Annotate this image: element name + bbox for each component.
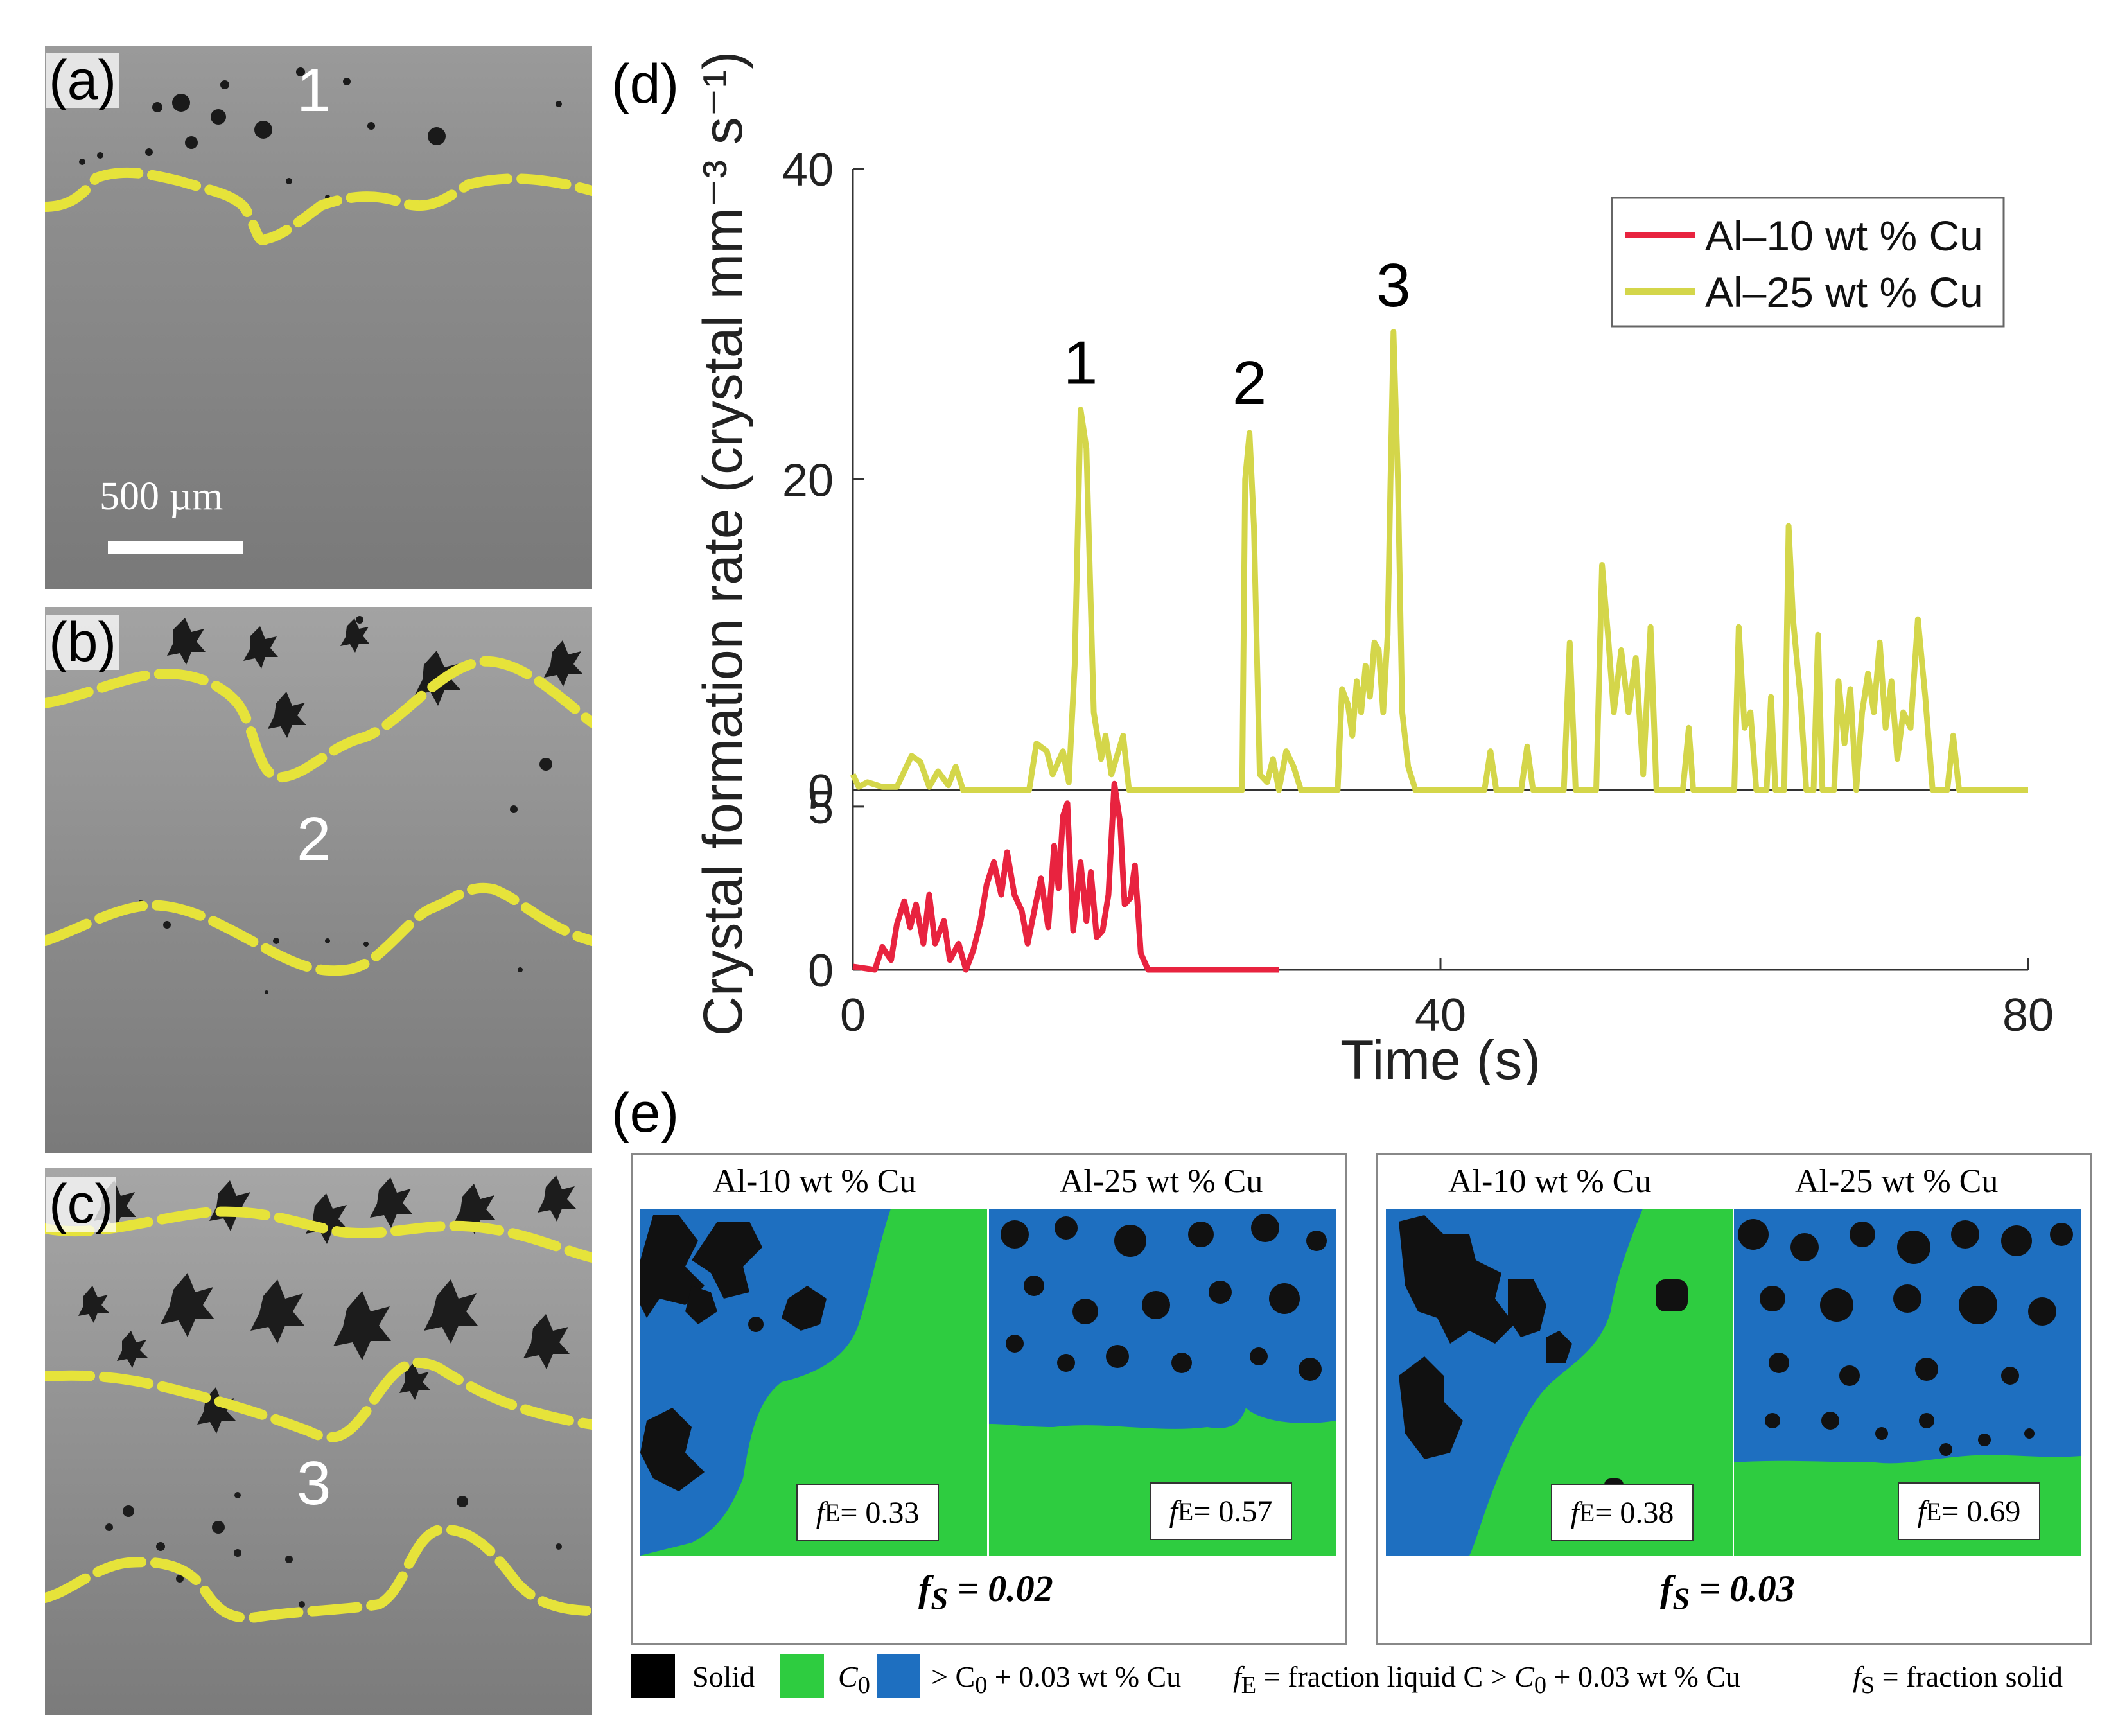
peak-label-3: 3 [1376, 251, 1410, 320]
legend-swatch-enriched [877, 1654, 920, 1698]
series-line-al10 [852, 780, 1279, 973]
fe-subscript: E [1579, 1498, 1595, 1527]
fs-def-text: = fraction solid [1875, 1660, 2063, 1693]
sim-heading-al25-left: Al-25 wt % Cu [1060, 1163, 1263, 1200]
fs-symbol: f [1660, 1568, 1673, 1609]
fs-value: = 0.03 [1690, 1568, 1795, 1609]
panel-label-e: (e) [611, 1082, 679, 1144]
fe-subscript: E [1241, 1672, 1257, 1699]
x-axis-label: Time (s) [1340, 1030, 1541, 1085]
legend-entry-1: Al–25 wt % Cu [1705, 268, 1983, 316]
legend-swatch-solid [631, 1654, 675, 1698]
c-subscript: 0 [1534, 1672, 1547, 1699]
chart-legend-box [1611, 197, 2005, 328]
panel-label-a: (a) [46, 53, 119, 108]
y-tick-label-upper-1: 20 [782, 455, 834, 507]
legend-fs-definition: fS = fraction solid [1853, 1660, 2063, 1699]
fe-symbol: f [816, 1495, 825, 1530]
enriched-tail: + 0.03 wt % Cu [987, 1660, 1182, 1693]
fs-value: = 0.02 [948, 1568, 1053, 1609]
fe-subscript: E [1177, 1496, 1194, 1526]
fe-subscript: E [1925, 1496, 1942, 1526]
x-tick-label-2: 80 [2002, 990, 2054, 1041]
region-number-3: 3 [297, 1449, 331, 1518]
panel-label-d: (d) [611, 53, 679, 115]
y-axis-label: Crystal formation rate (crystal mm⁻³ s⁻¹… [692, 51, 754, 1037]
fs-label-003: fS = 0.03 [1660, 1567, 1795, 1617]
sim-map-al10-fs003 [1386, 1209, 1733, 1556]
fs-subscript: S [1672, 1582, 1690, 1617]
fs-label-002: fS = 0.02 [918, 1567, 1053, 1617]
fe-symbol: f [1169, 1494, 1178, 1529]
growth-front-line [45, 167, 592, 245]
fe-subscript: E [824, 1498, 841, 1527]
y-tick-label-upper-0: 0 [808, 766, 834, 817]
x-tick-label-1: 40 [1415, 990, 1466, 1041]
c-subscript: 0 [857, 1672, 870, 1699]
enriched-prefix: > C [931, 1660, 976, 1693]
legend-label-enriched: > C0 + 0.03 wt % Cu [931, 1660, 1181, 1699]
fe-symbol: f [1917, 1494, 1926, 1529]
sim-heading-al10-left: Al-10 wt % Cu [713, 1163, 916, 1200]
peak-label-2: 2 [1232, 349, 1266, 417]
region-number-1: 1 [297, 56, 331, 125]
series-line-al25 [850, 329, 2028, 793]
y-tick-label-upper-2: 40 [782, 145, 834, 196]
panel-b-micrograph [45, 607, 592, 1153]
sim-heading-al10-right: Al-10 wt % Cu [1448, 1163, 1652, 1200]
fe-symbol: f [1570, 1495, 1579, 1530]
scale-bar-label: 500 µm [100, 475, 223, 518]
x-tick-label-0: 0 [840, 990, 866, 1041]
c-subscript: 0 [975, 1672, 988, 1699]
region-number-2: 2 [297, 805, 331, 873]
fe-def-text: = fraction liquid C > [1256, 1660, 1515, 1693]
panel-label-c: (c) [46, 1177, 116, 1232]
fe-symbol: f [1233, 1660, 1241, 1693]
c-symbol: C [1514, 1660, 1534, 1693]
legend-fe-definition: fE = fraction liquid C > C0 + 0.03 wt % … [1233, 1660, 1740, 1699]
panel-label-b: (b) [46, 615, 119, 670]
y-tick-label-lower-0: 0 [808, 945, 834, 997]
peak-label-1: 1 [1063, 329, 1098, 398]
legend-swatch-c0 [780, 1654, 824, 1698]
panel-c-micrograph [45, 1168, 592, 1715]
fs-symbol: f [918, 1568, 931, 1609]
y-tick-label-lower-1: 5 [808, 782, 834, 834]
fe-value: = 0.38 [1595, 1495, 1674, 1530]
legend-label-c0: C0 [838, 1660, 870, 1699]
fe-value: = 0.33 [840, 1495, 920, 1530]
sim-heading-al25-right: Al-25 wt % Cu [1795, 1163, 1999, 1200]
fs-symbol: f [1853, 1660, 1861, 1693]
fs-subscript: S [931, 1582, 949, 1617]
fe-value: = 0.57 [1193, 1494, 1273, 1529]
panel-a-micrograph [45, 46, 592, 589]
legend-entry-0: Al–10 wt % Cu [1705, 212, 1983, 259]
fe-def-tail: + 0.03 wt % Cu [1546, 1660, 1740, 1693]
fe-value: = 0.69 [1941, 1494, 2021, 1529]
fs-subscript: S [1860, 1672, 1875, 1699]
c-symbol: C [838, 1660, 858, 1693]
legend-label-solid: Solid [692, 1660, 755, 1693]
